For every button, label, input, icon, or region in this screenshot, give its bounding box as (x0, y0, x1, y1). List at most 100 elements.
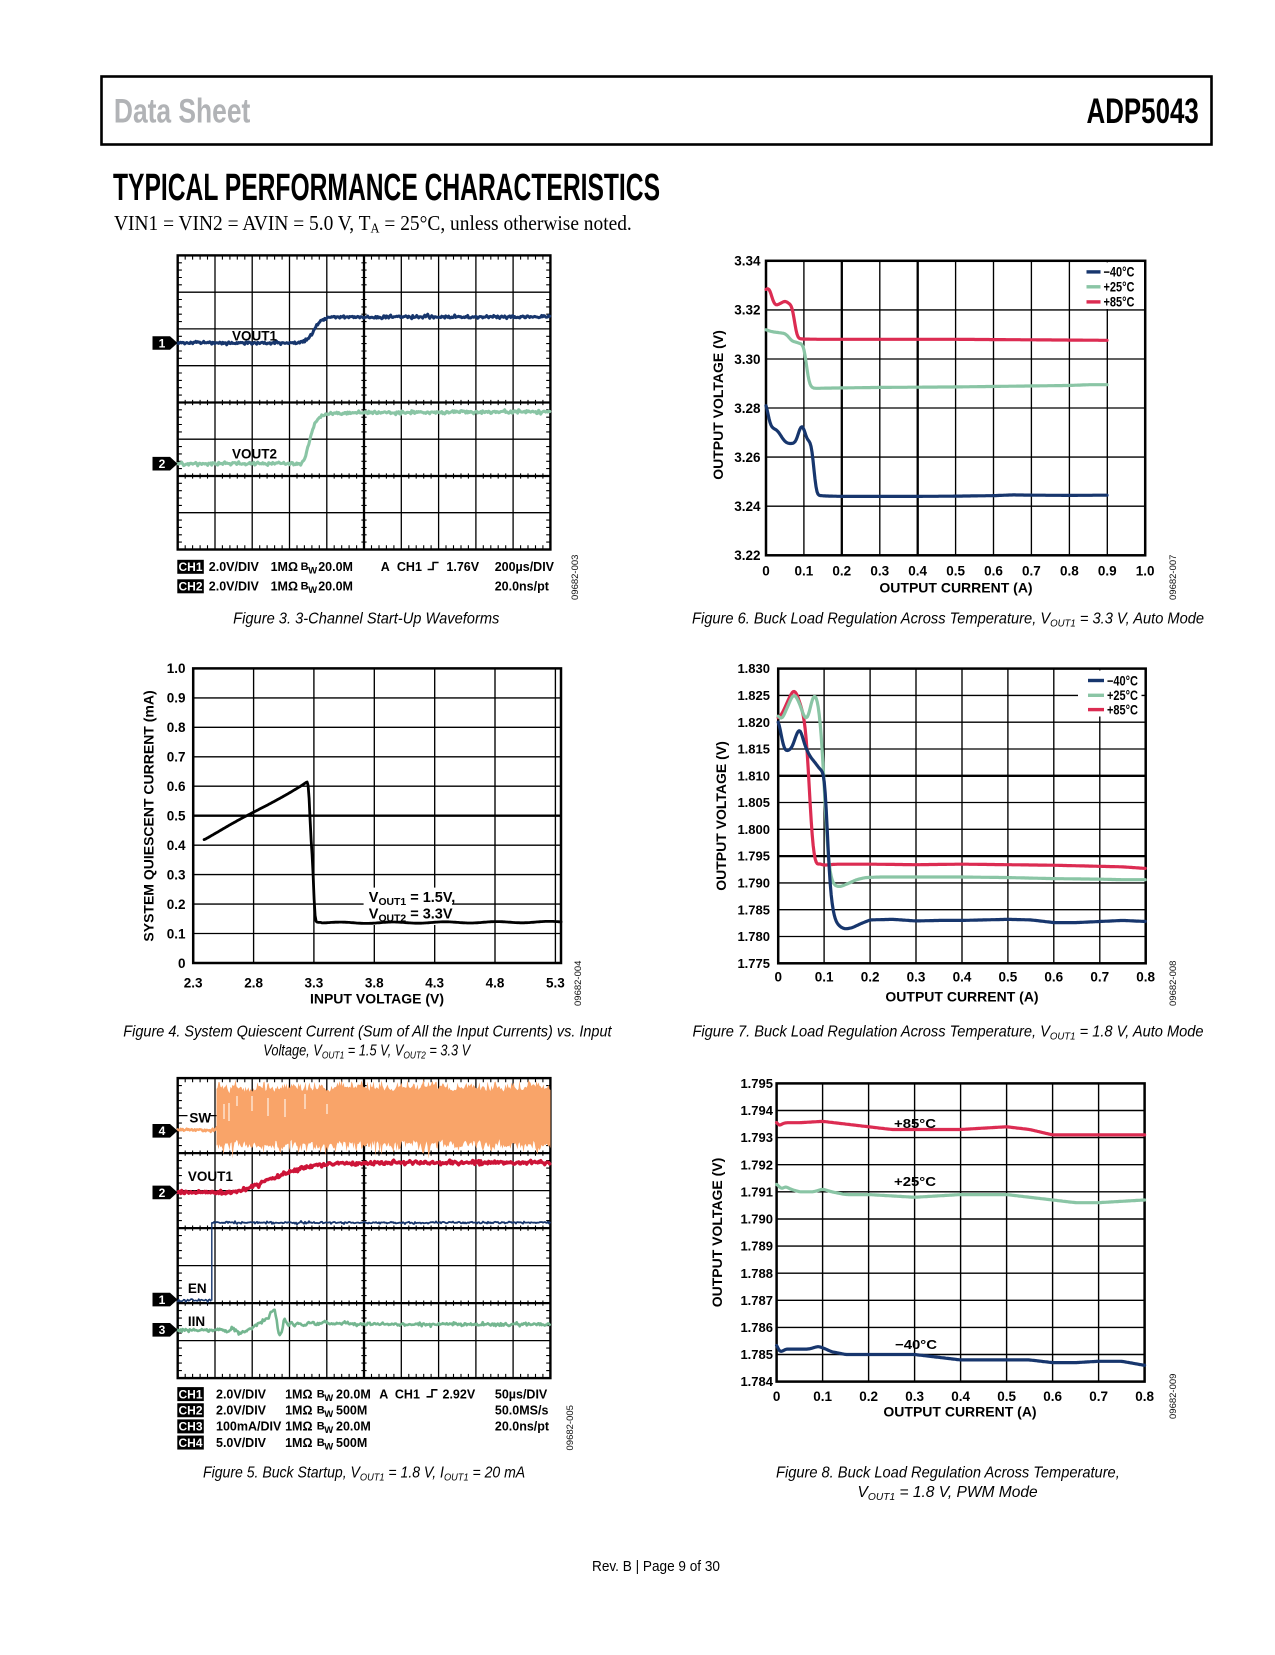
svg-text:2.0V/DIV: 2.0V/DIV (209, 580, 260, 594)
svg-text:500M: 500M (336, 1436, 367, 1450)
svg-text:0.1: 0.1 (795, 564, 814, 579)
svg-text:1MΩ: 1MΩ (285, 1420, 312, 1434)
svg-text:CH1: CH1 (178, 1387, 202, 1401)
svg-text:CH3: CH3 (178, 1420, 202, 1434)
svg-text:0.1: 0.1 (813, 1389, 832, 1404)
svg-text:1.795: 1.795 (740, 1076, 773, 1091)
svg-text:0.8: 0.8 (167, 720, 186, 735)
svg-text:CH2: CH2 (178, 580, 202, 594)
svg-text:A: A (379, 1387, 388, 1401)
svg-text:Rev. B | Page 9 of 30: Rev. B | Page 9 of 30 (592, 1558, 720, 1575)
svg-text:A: A (381, 560, 390, 574)
svg-text:0.3: 0.3 (907, 970, 926, 985)
svg-text:Data Sheet: Data Sheet (114, 93, 251, 131)
svg-text:Voltage, VOUT1​ = 1.5 V, VOUT2: Voltage, VOUT1​ = 1.5 V, VOUT2​ = 3.3 V (263, 1042, 471, 1062)
svg-text:1.792: 1.792 (740, 1157, 773, 1172)
svg-text:INPUT VOLTAGE (V): INPUT VOLTAGE (V) (310, 991, 444, 1007)
svg-text:1MΩ: 1MΩ (285, 1403, 312, 1417)
svg-text:1.794: 1.794 (740, 1103, 773, 1118)
svg-text:Figure 3. 3-Channel Start-Up W: Figure 3. 3-Channel Start-Up Waveforms (233, 610, 500, 628)
svg-text:1.791: 1.791 (740, 1184, 773, 1199)
svg-text:5.3: 5.3 (546, 976, 565, 991)
svg-text:Figure 6. Buck Load Regulation: Figure 6. Buck Load Regulation Across Te… (692, 610, 1204, 630)
svg-text:20.0M: 20.0M (318, 580, 353, 594)
svg-text:0.4: 0.4 (908, 564, 927, 579)
svg-text:CH2: CH2 (178, 1403, 202, 1417)
svg-text:0.2: 0.2 (167, 897, 186, 912)
svg-text:OUTPUT CURRENT (A): OUTPUT CURRENT (A) (885, 989, 1038, 1005)
svg-text:3.28: 3.28 (734, 401, 761, 416)
svg-text:2.0V/DIV: 2.0V/DIV (209, 560, 260, 574)
svg-text:VOUT1: VOUT1 (232, 329, 278, 344)
svg-text:Figure 4. System Quiescent Cur: Figure 4. System Quiescent Current (Sum … (123, 1023, 612, 1041)
svg-text:3: 3 (159, 1323, 166, 1337)
svg-text:B: B (317, 1404, 325, 1416)
svg-text:0.1: 0.1 (815, 970, 834, 985)
svg-text:1.780: 1.780 (737, 929, 770, 944)
svg-text:0.4: 0.4 (953, 970, 972, 985)
svg-text:CH4: CH4 (178, 1436, 202, 1450)
svg-text:50.0MS/s: 50.0MS/s (495, 1403, 549, 1417)
svg-text:1.789: 1.789 (740, 1239, 773, 1254)
svg-text:0.6: 0.6 (984, 564, 1003, 579)
svg-text:2.0V/DIV: 2.0V/DIV (216, 1403, 267, 1417)
svg-text:20.0ns/pt: 20.0ns/pt (495, 580, 550, 594)
svg-text:1.775: 1.775 (737, 956, 770, 971)
svg-text:1.815: 1.815 (737, 742, 770, 757)
svg-text:4.8: 4.8 (486, 976, 505, 991)
svg-text:0: 0 (773, 1389, 781, 1404)
svg-text:1.76V: 1.76V (446, 560, 479, 574)
svg-text:3.3: 3.3 (305, 976, 324, 991)
svg-text:1.790: 1.790 (740, 1212, 773, 1227)
svg-text:1MΩ: 1MΩ (271, 560, 298, 574)
svg-text:TYPICAL PERFORMANCE CHARACTERI: TYPICAL PERFORMANCE CHARACTERISTICS (113, 167, 660, 209)
svg-text:B: B (317, 1421, 325, 1433)
svg-text:OUTPUT VOLTAGE (V): OUTPUT VOLTAGE (V) (713, 741, 729, 891)
svg-text:0.3: 0.3 (167, 867, 186, 882)
svg-text:0.7: 0.7 (1022, 564, 1041, 579)
svg-text:3.8: 3.8 (365, 976, 384, 991)
svg-text:W: W (308, 585, 317, 596)
svg-text:3.32: 3.32 (734, 303, 760, 318)
svg-text:2.0V/DIV: 2.0V/DIV (216, 1387, 267, 1401)
svg-text:1.784: 1.784 (740, 1374, 773, 1389)
svg-text:2: 2 (159, 1186, 166, 1200)
svg-text:0.3: 0.3 (870, 564, 889, 579)
svg-text:09682-003: 09682-003 (570, 555, 581, 600)
svg-text:W: W (324, 1441, 333, 1452)
svg-text:3.22: 3.22 (734, 548, 760, 563)
svg-text:3.30: 3.30 (734, 352, 760, 367)
svg-text:VOUT1​ = 1.8 V, PWM Mode: VOUT1​ = 1.8 V, PWM Mode (858, 1484, 1038, 1503)
svg-text:20.0M: 20.0M (318, 560, 353, 574)
svg-text:0.6: 0.6 (1044, 970, 1063, 985)
svg-text:ADP5043: ADP5043 (1087, 91, 1199, 131)
svg-text:1MΩ: 1MΩ (271, 580, 298, 594)
svg-text:0.5: 0.5 (946, 564, 965, 579)
svg-text:OUTPUT VOLTAGE (V): OUTPUT VOLTAGE (V) (710, 330, 726, 480)
svg-text:0.7: 0.7 (167, 750, 186, 765)
svg-text:W: W (324, 1425, 333, 1436)
svg-text:3.26: 3.26 (734, 450, 761, 465)
svg-text:1MΩ: 1MΩ (285, 1387, 312, 1401)
svg-text:EN: EN (188, 1281, 207, 1296)
svg-text:Figure 7. Buck Load Regulation: Figure 7. Buck Load Regulation Across Te… (692, 1023, 1203, 1043)
svg-text:VOUT1: VOUT1 (188, 1169, 234, 1184)
svg-text:0.8: 0.8 (1060, 564, 1079, 579)
svg-text:0: 0 (178, 956, 186, 971)
svg-text:1.787: 1.787 (740, 1293, 773, 1308)
svg-text:Figure 8. Buck Load Regulation: Figure 8. Buck Load Regulation Across Te… (776, 1464, 1120, 1482)
svg-text:5.0V/DIV: 5.0V/DIV (216, 1436, 267, 1450)
svg-text:−40°C: −40°C (1104, 265, 1135, 280)
svg-text:+85°C: +85°C (1104, 295, 1135, 310)
svg-text:OUTPUT CURRENT (A): OUTPUT CURRENT (A) (883, 1404, 1036, 1420)
svg-text:0.5: 0.5 (997, 1389, 1016, 1404)
svg-text:CH1: CH1 (397, 560, 422, 574)
svg-text:0.5: 0.5 (999, 970, 1018, 985)
svg-text:Figure 5. Buck Startup, VOUT1​: Figure 5. Buck Startup, VOUT1​ = 1.8 V, … (203, 1464, 525, 1484)
svg-text:VOUT1 = 1.5V,: VOUT1 = 1.5V, (369, 890, 455, 908)
svg-text:1MΩ: 1MΩ (285, 1436, 312, 1450)
svg-text:+25°C: +25°C (894, 1174, 937, 1189)
svg-text:W: W (308, 566, 317, 577)
svg-text:W: W (324, 1393, 333, 1404)
svg-text:0.6: 0.6 (1043, 1389, 1062, 1404)
